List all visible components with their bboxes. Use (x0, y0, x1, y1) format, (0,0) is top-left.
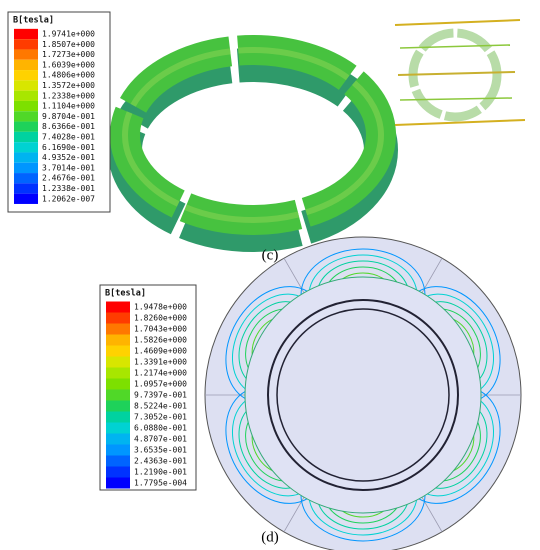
legend-label: 2.4676e-001 (42, 174, 95, 183)
legend-swatch (14, 70, 38, 81)
legend-swatch (106, 312, 130, 324)
legend-label: 1.8507e+000 (42, 40, 95, 49)
legend-swatch (106, 367, 130, 379)
legend-label: 1.7795e-004 (134, 479, 187, 488)
legend-swatch (106, 444, 130, 456)
legend-swatch (106, 422, 130, 434)
caption: (d) (261, 529, 279, 545)
legend-swatch (14, 142, 38, 153)
legend-label: 1.2338e+000 (42, 91, 95, 100)
legend-label: 1.2190e-001 (134, 468, 187, 477)
legend-swatch (14, 193, 38, 204)
legend-label: 1.5826e+000 (134, 336, 187, 345)
legend-label: 2.4363e-001 (134, 457, 187, 466)
legend-label: 1.2062e-007 (42, 194, 95, 203)
legend-label: 1.7273e+000 (42, 50, 95, 59)
legend-title: B[tesla] (105, 289, 146, 299)
legend-label: 1.3391e+000 (134, 358, 187, 367)
legend-swatch (106, 477, 130, 489)
legend-swatch (14, 80, 38, 91)
legend-label: 1.2174e+000 (134, 369, 187, 378)
legend-label: 8.5224e-001 (134, 402, 187, 411)
legend-swatch (14, 152, 38, 163)
legend-label: 1.1104e+000 (42, 102, 95, 111)
legend-swatch (106, 466, 130, 478)
legend-swatch (106, 389, 130, 401)
legend-swatch (106, 455, 130, 467)
legend-swatch (106, 411, 130, 423)
legend: B[tesla] 1.9478e+000 1.8260e+000 1.7043e+00… (99, 284, 197, 491)
legend: B[tesla] 1.9741e+0001.8507e+0001.7273e+00… (7, 11, 111, 213)
legend-label: 6.0880e-001 (134, 424, 187, 433)
legend-swatch (14, 183, 38, 194)
legend-label: 1.6039e+000 (42, 60, 95, 69)
legend-swatch (14, 28, 38, 40)
legend-swatch (106, 334, 130, 346)
legend-swatch (106, 323, 130, 335)
legend-swatch (14, 162, 38, 174)
legend-label: 1.9478e+000 (134, 303, 187, 312)
legend-swatch (14, 111, 38, 122)
legend-label: 9.7397e-001 (134, 391, 187, 400)
legend-swatch (14, 59, 38, 71)
legend-label: 1.3572e+000 (42, 81, 95, 90)
legend-swatch (106, 433, 130, 445)
legend-swatch (106, 345, 130, 357)
legend-label: 1.7043e+000 (134, 325, 187, 334)
ring-3d (108, 35, 398, 252)
legend-label: 1.8260e+000 (134, 314, 187, 323)
legend-swatch (106, 301, 130, 313)
legend-swatch (14, 49, 38, 60)
legend-label: 1.0957e+000 (134, 380, 187, 389)
legend-label: 1.9741e+000 (42, 30, 95, 39)
legend-label: 1.4806e+000 (42, 71, 95, 80)
legend-label: 4.9352e-001 (42, 153, 95, 162)
caption: (c) (262, 247, 279, 263)
legend-swatch (106, 378, 130, 390)
legend-label: 3.7014e-001 (42, 163, 95, 172)
ring-inset (394, 19, 526, 126)
legend-label: 1.2338e-001 (42, 184, 95, 193)
legend-swatch (106, 356, 130, 368)
legend-swatch (14, 121, 38, 132)
field-plot (204, 236, 522, 550)
legend-label: 9.8704e-001 (42, 112, 95, 121)
legend-swatch (14, 100, 38, 112)
legend-label: 8.6366e-001 (42, 122, 95, 131)
legend-label: 1.4609e+000 (134, 347, 187, 356)
legend-swatch (14, 39, 38, 50)
legend-label: 7.4028e-001 (42, 133, 95, 142)
legend-label: 3.6535e-001 (134, 446, 187, 455)
legend-label: 7.3052e-001 (134, 413, 187, 422)
legend-swatch (14, 173, 38, 184)
legend-swatch (14, 90, 38, 101)
legend-swatch (106, 400, 130, 412)
legend-label: 4.8707e-001 (134, 435, 187, 444)
legend-label: 6.1690e-001 (42, 143, 95, 152)
legend-swatch (14, 131, 38, 143)
legend-title: B[tesla] (13, 16, 54, 26)
